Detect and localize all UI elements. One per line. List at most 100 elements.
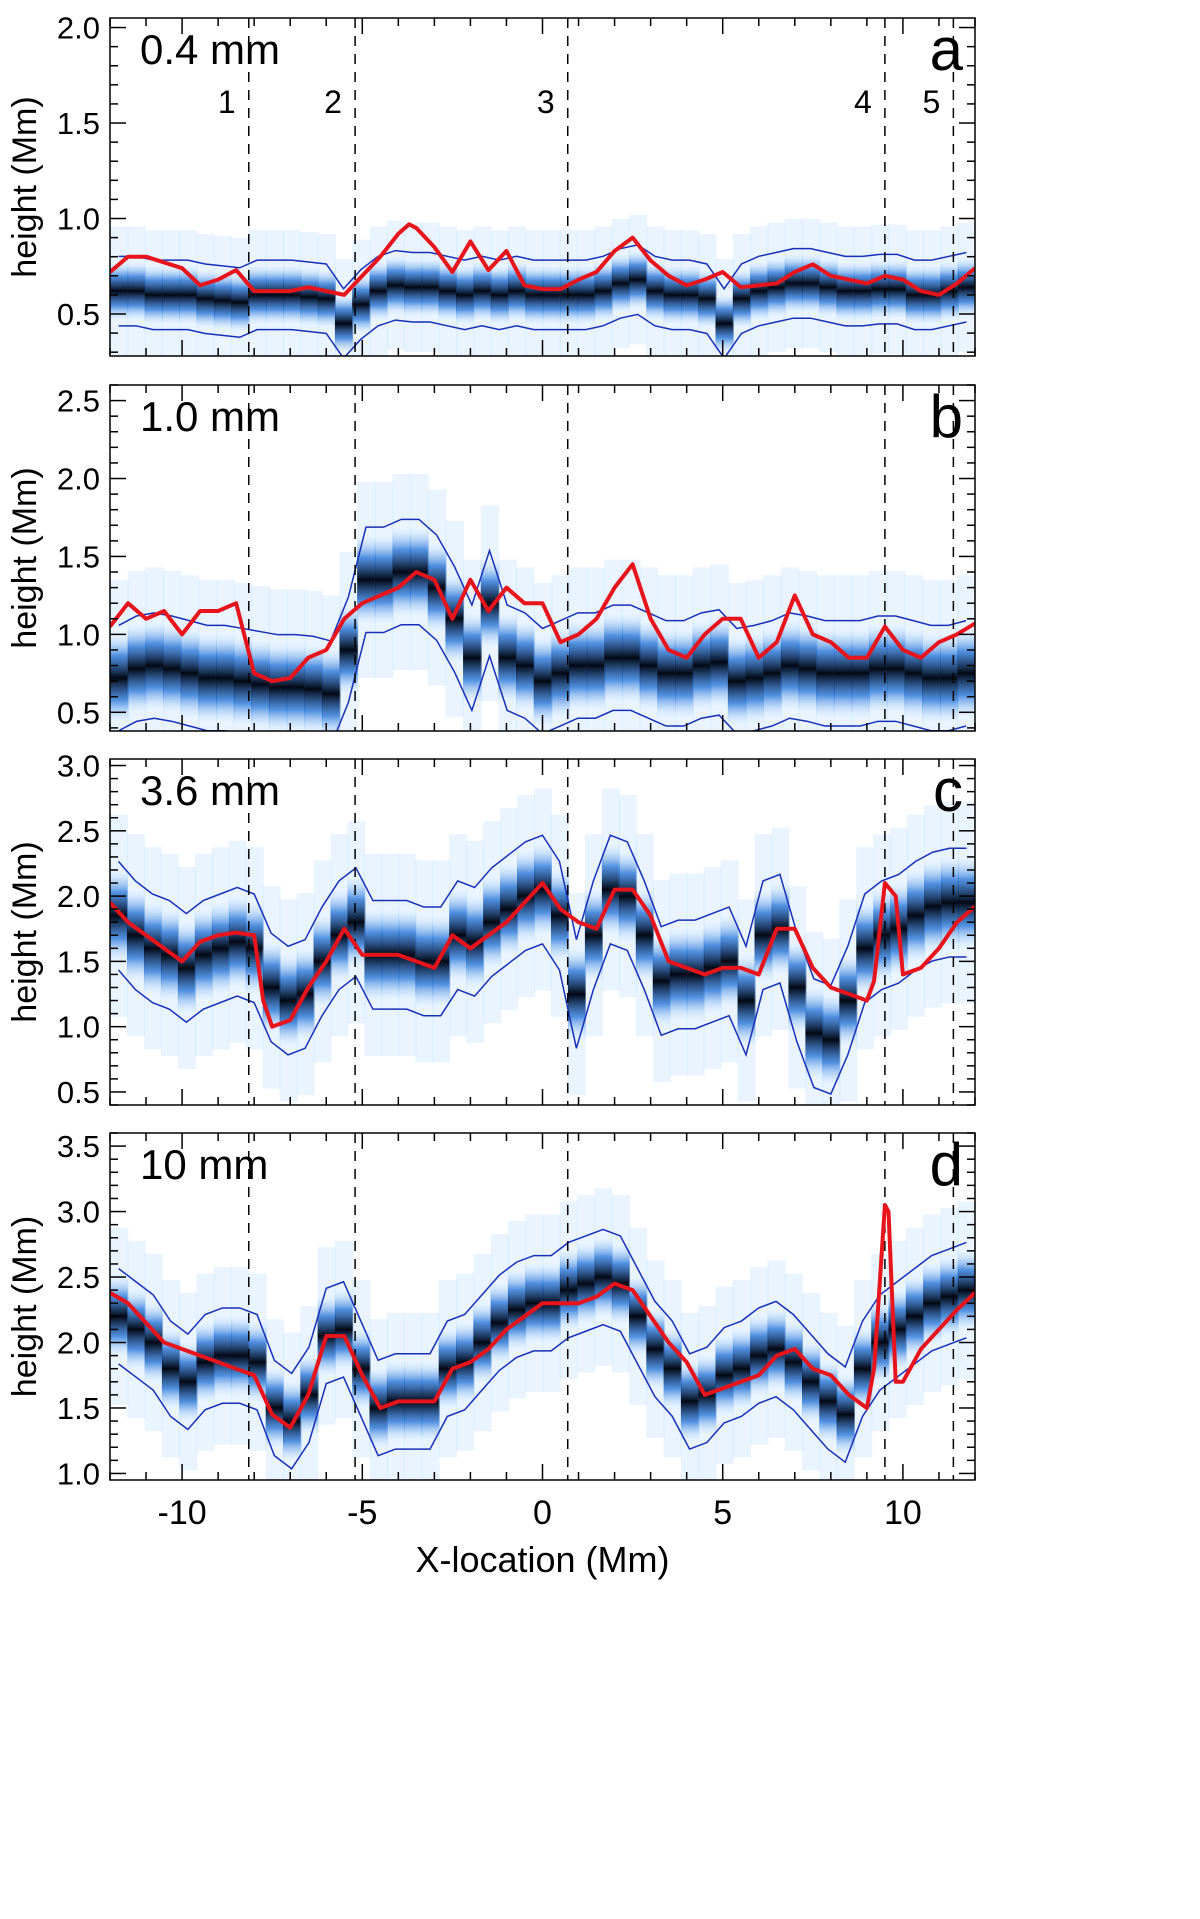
heat-column xyxy=(127,1289,146,1370)
y-tick-label: 2.0 xyxy=(57,11,100,46)
panel-d: 1.0 1.5 2.0 2.5 3.0 3.5 10 mm d height (Mm) xyxy=(6,1129,976,1491)
heat-column xyxy=(352,275,371,334)
heat-column xyxy=(698,269,717,329)
y-tick-label: 1.5 xyxy=(57,106,100,141)
heat-column xyxy=(871,259,890,319)
heat-column xyxy=(754,889,773,982)
heat-column xyxy=(853,261,873,321)
heat-column xyxy=(196,269,215,329)
heat-column xyxy=(692,620,712,711)
heat-column xyxy=(886,624,906,714)
heat-column xyxy=(611,254,630,313)
heat-column xyxy=(449,889,468,982)
contour-lower xyxy=(118,623,967,731)
panel-c-red-curve xyxy=(110,881,975,1029)
panel-a-line-labels: 1 2 3 4 5 xyxy=(218,84,940,120)
panel-a: 0.5 1.0 1.5 2.0 0.4 mm a height (Mm) 1 2 3 4 5 xyxy=(6,11,976,357)
x-tick-labels: -10 -5 0 5 10 xyxy=(158,1494,922,1532)
y-tick-label: 2.0 xyxy=(57,1326,100,1361)
panel-d-red-curve xyxy=(110,1203,975,1430)
heat-column xyxy=(144,1302,163,1383)
heat-column xyxy=(248,265,267,325)
heat-column xyxy=(194,908,213,1001)
heat-column xyxy=(300,267,319,327)
heat-column xyxy=(483,876,502,969)
heat-column xyxy=(621,613,641,703)
heat-column xyxy=(720,915,739,1008)
panel-c-letter: c xyxy=(933,757,963,824)
heat-column xyxy=(466,895,485,988)
contour-upper xyxy=(118,1228,967,1375)
heat-column xyxy=(473,261,492,321)
heat-column xyxy=(463,613,482,703)
heat-column xyxy=(145,620,164,711)
heat-column xyxy=(732,269,752,329)
heat-column xyxy=(279,954,298,1047)
heat-column xyxy=(924,860,943,953)
heat-column xyxy=(321,649,341,731)
panel-d-ylabel: height (Mm) xyxy=(6,1216,44,1397)
heat-column xyxy=(162,624,182,714)
heat-column xyxy=(432,915,451,1008)
heat-column xyxy=(126,889,145,982)
x-tick-label: -5 xyxy=(347,1494,377,1532)
y-tick-label: 3.5 xyxy=(57,1129,100,1164)
heat-column xyxy=(317,269,336,329)
heat-column xyxy=(313,915,332,1008)
heat-column xyxy=(715,1334,734,1416)
heat-column xyxy=(398,908,417,1001)
heat-column xyxy=(907,869,926,962)
heat-column xyxy=(805,987,824,1080)
heat-column xyxy=(822,993,841,1086)
heat-column xyxy=(386,255,406,315)
heat-column xyxy=(750,261,769,321)
heat-column xyxy=(567,948,586,1040)
panel-c-ticks: 0.5 1.0 1.5 2.0 2.5 3.0 xyxy=(57,749,976,1110)
heat-column xyxy=(604,613,623,703)
heat-column xyxy=(127,261,146,321)
panel-c-heatmap xyxy=(110,788,975,1105)
y-tick-label: 0.5 xyxy=(57,695,100,730)
contour-upper xyxy=(118,244,967,291)
y-tick-label: 3.0 xyxy=(57,1195,100,1230)
heat-column xyxy=(767,257,786,317)
y-tick-label: 2.5 xyxy=(57,814,100,849)
heat-column xyxy=(228,895,247,988)
line-label-3: 3 xyxy=(537,84,555,120)
heat-column xyxy=(198,633,217,723)
heat-column xyxy=(215,633,235,723)
heat-column xyxy=(958,856,975,949)
heat-column xyxy=(957,1249,975,1331)
heat-column xyxy=(231,1315,250,1396)
panel-b-heatmap xyxy=(110,473,975,731)
heat-column xyxy=(110,633,129,723)
heat-column xyxy=(802,1341,821,1423)
heat-column xyxy=(577,1243,596,1324)
heat-column xyxy=(618,850,637,943)
heat-column xyxy=(957,628,975,718)
contour-lower xyxy=(117,942,967,1095)
heat-column xyxy=(798,624,818,714)
heat-column xyxy=(421,257,440,317)
heat-column xyxy=(374,535,394,625)
heat-column xyxy=(819,1361,838,1442)
heat-column xyxy=(445,574,465,664)
heat-column xyxy=(750,1315,769,1396)
x-axis-label: X-location (Mm) xyxy=(415,1539,669,1580)
heat-column xyxy=(784,1321,803,1403)
heat-column xyxy=(922,633,941,723)
panel-a-ylabel: height (Mm) xyxy=(6,96,44,277)
heat-column xyxy=(334,294,354,353)
heat-column xyxy=(923,1262,942,1344)
panel-d-heatmap xyxy=(110,1188,975,1480)
line-label-5: 5 xyxy=(922,84,940,120)
panel-b-letter: b xyxy=(930,383,963,450)
heat-column xyxy=(657,628,676,718)
panel-b-ylabel: height (Mm) xyxy=(6,467,44,648)
heat-column xyxy=(456,265,475,325)
heat-column xyxy=(853,1328,873,1410)
y-tick-label: 1.5 xyxy=(57,1391,100,1426)
heat-column xyxy=(629,250,648,310)
heat-column xyxy=(584,889,603,982)
heat-column xyxy=(551,628,570,718)
